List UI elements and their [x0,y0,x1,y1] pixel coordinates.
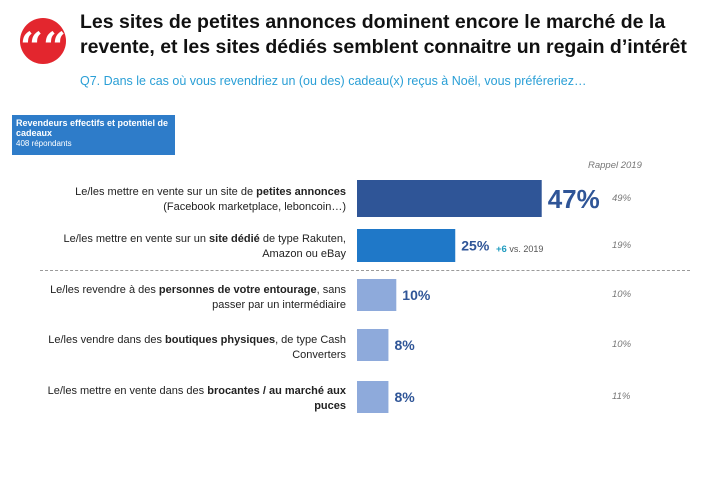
bar-value-label-5: 8% [394,389,415,405]
bar-5 [357,381,389,413]
sample-info-box: Revendeurs effectifs et potentiel de cad… [12,115,175,155]
bar-value-label-3: 10% [402,287,431,303]
row-label-1: Le/les mettre en vente sur un site de pe… [46,185,346,215]
previous-2019-value-3: 10% [612,289,632,300]
previous-2019-value-2: 19% [612,239,632,251]
previous-2019-value-1: 49% [612,192,632,204]
bar-1 [357,180,542,217]
sample-title: Revendeurs effectifs et potentiel de cad… [16,118,169,138]
bar-4 [357,329,389,361]
page-title: Les sites de petites annonces dominent e… [80,11,687,58]
rappel-2019-header: Rappel 2019 [588,160,642,171]
previous-2019-value-5: 11% [612,391,631,402]
row-label-text: Le/les mettre en vente sur un [63,233,210,245]
section-divider [40,270,690,271]
evolution-note: +6 vs. 2019 [496,244,543,255]
evolution-vs: vs. 2019 [509,244,544,254]
evolution-delta: +6 [496,244,507,255]
previous-2019-value-4: 10% [612,339,632,350]
row-label-emphasis: boutiques physiques [165,334,276,346]
row-label-text: Le/les revendre à des [50,284,159,296]
bar-value-label-4: 8% [394,337,415,353]
row-label-text: de type Rakuten, Amazon ou eBay [259,233,346,260]
row-label-text: Le/les vendre dans des [48,334,166,346]
row-label-text: Le/les mettre en vente dans des [47,385,208,397]
row-label-2: Le/les mettre en vente sur un site dédié… [46,232,346,262]
row-label-text: (Facebook marketplace, leboncoin…) [163,201,346,213]
quote-icon: ““ [20,18,66,68]
row-label-emphasis: brocantes / au marché aux puces [207,385,346,412]
row-label-text: , de type Cash Converters [275,334,346,361]
bar-3 [357,279,397,311]
row-label-emphasis: site dédié [209,233,260,245]
row-label-text: , sans passer par un intermédiaire [212,284,346,311]
row-label-emphasis: personnes de votre entourage [158,284,317,296]
row-label-emphasis: petites annonces [256,186,346,198]
bar-value-label-2: 25% [461,238,490,254]
row-label-text: Le/les mettre en vente sur un site de [75,186,257,198]
bar-value-label-1: 47% [548,184,600,214]
bar-2 [357,229,456,262]
question-subtitle: Q7. Dans le cas où vous revendriez un (o… [80,74,587,88]
row-label-3: Le/les revendre à des personnes de votre… [46,283,346,313]
sample-count: 408 répondants [16,139,72,148]
row-label-5: Le/les mettre en vente dans des brocante… [46,384,346,414]
row-label-4: Le/les vendre dans des boutiques physiqu… [46,333,346,363]
